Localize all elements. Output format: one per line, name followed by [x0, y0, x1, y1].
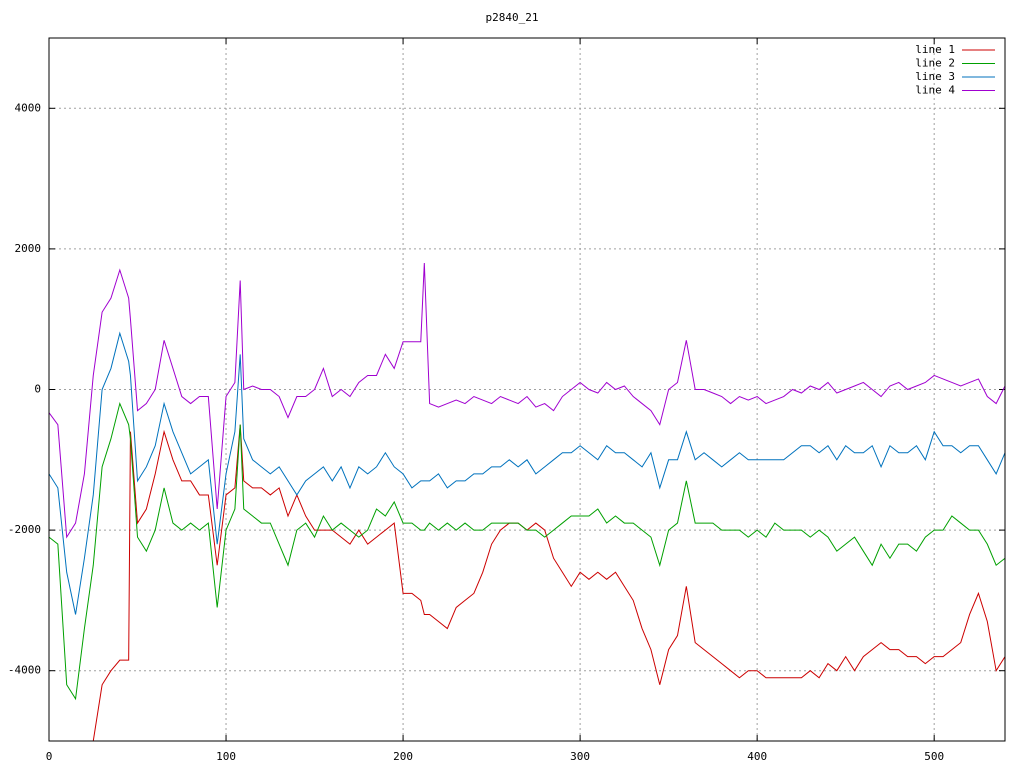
- plot-area: [49, 262, 1005, 741]
- plot-border: [48, 37, 1006, 742]
- y-tick-label: 0: [34, 383, 41, 396]
- y-tick-label: 4000: [15, 101, 42, 114]
- data-line: [49, 262, 1005, 539]
- legend-label: line 3: [915, 70, 955, 83]
- data-line: [49, 401, 1005, 701]
- legend-label: line 4: [915, 84, 955, 97]
- legend-label: line 1: [915, 43, 955, 56]
- chart-title: p2840_21: [486, 11, 539, 24]
- x-tick-label: 400: [747, 750, 767, 763]
- y-tick-label: -2000: [8, 523, 41, 536]
- y-tick-label: -4000: [8, 664, 41, 677]
- x-tick-label: 500: [924, 750, 944, 763]
- x-tick-label: 100: [216, 750, 236, 763]
- x-tick-label: 200: [393, 750, 413, 763]
- data-line: [49, 331, 1005, 615]
- x-tick-label: 300: [570, 750, 590, 763]
- y-tick-label: 2000: [15, 242, 42, 255]
- data-line: [92, 424, 1005, 741]
- legend-label: line 2: [915, 57, 955, 70]
- x-tick-label: 0: [46, 750, 53, 763]
